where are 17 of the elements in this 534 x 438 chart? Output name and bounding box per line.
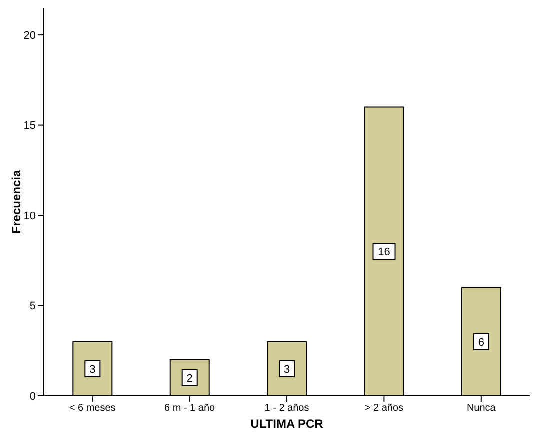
y-axis-title: Frecuencia <box>9 170 24 234</box>
data-label: 6 <box>478 336 485 349</box>
y-tick-label: 10 <box>24 210 36 222</box>
data-label: 3 <box>284 364 290 376</box>
x-tick-label: Nunca <box>466 403 496 414</box>
y-tick-label: 0 <box>30 390 36 403</box>
data-label: 3 <box>90 364 96 376</box>
y-tick-label: 15 <box>24 120 36 132</box>
x-tick-label: < 6 meses <box>69 403 116 414</box>
x-tick-label: 1 - 2 años <box>264 403 310 414</box>
y-tick-label: 20 <box>24 30 36 42</box>
x-tick-label: 6 m - 1 año <box>164 403 216 414</box>
x-axis-title: ULTIMA PCR <box>250 417 324 431</box>
x-tick-label: > 2 años <box>364 403 404 414</box>
y-tick-label: 5 <box>30 300 36 313</box>
data-label: 2 <box>186 372 193 385</box>
data-label: 16 <box>378 246 390 259</box>
